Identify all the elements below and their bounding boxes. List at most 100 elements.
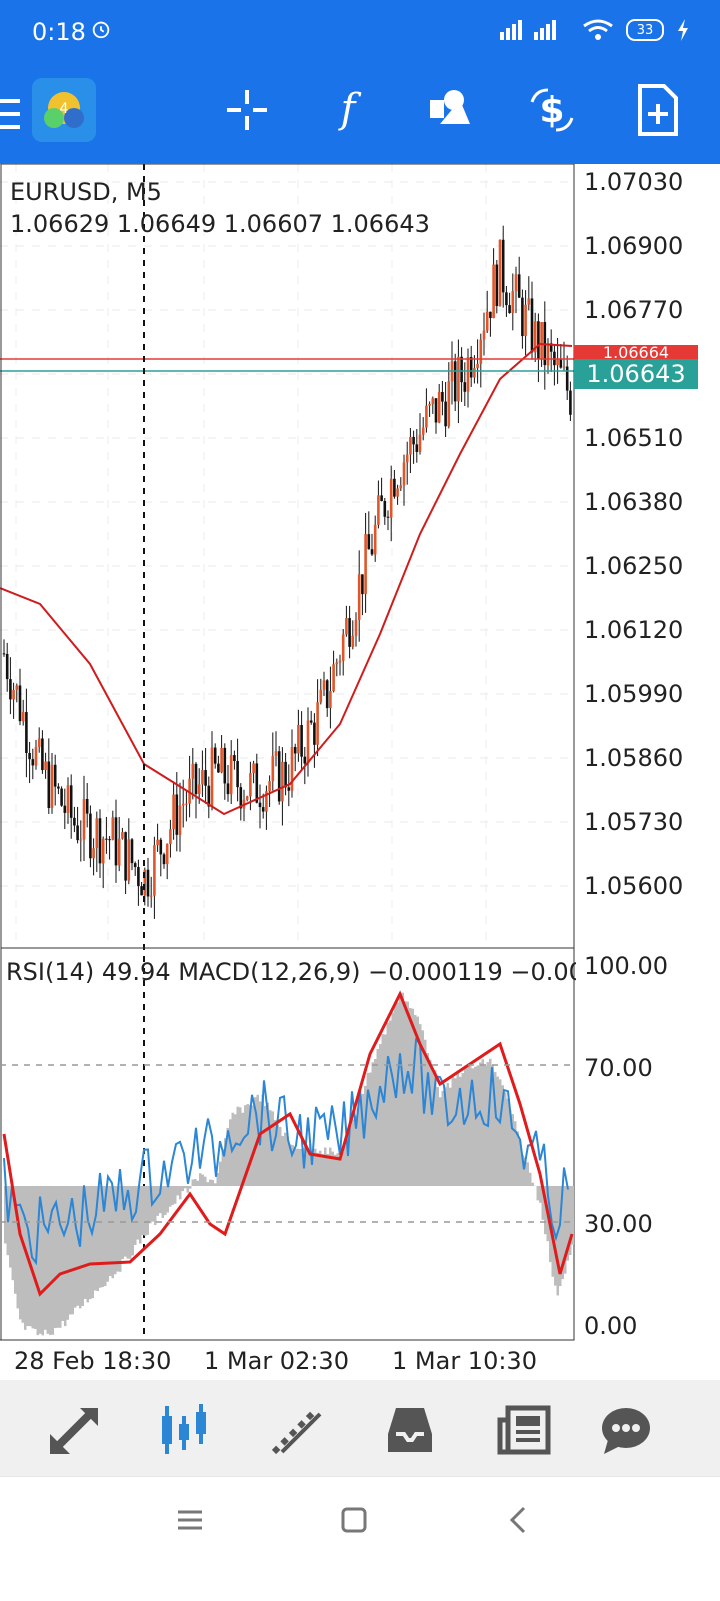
price-candles — [3, 226, 572, 919]
metatrader-logo[interactable]: 4 — [32, 78, 96, 142]
bid-price-label: 1.06643 — [574, 359, 698, 389]
macd-histogram — [4, 993, 574, 1336]
candle-body — [131, 839, 134, 863]
trade-icon[interactable]: $ — [520, 78, 584, 142]
histogram-bar — [454, 1078, 457, 1186]
candle-body — [201, 770, 204, 784]
menu-icon[interactable] — [0, 95, 22, 133]
time-axis-label: 1 Mar 10:30 — [392, 1347, 537, 1375]
histogram-bar — [234, 1114, 237, 1186]
histogram-bar — [79, 1186, 82, 1308]
candle-body — [409, 437, 412, 455]
candle-body — [364, 534, 367, 594]
histogram-bar — [164, 1186, 167, 1215]
histogram-bar — [399, 998, 402, 1186]
recent-apps-icon[interactable] — [160, 1500, 220, 1540]
histogram-bar — [209, 1180, 212, 1186]
candle-body — [246, 796, 249, 799]
histogram-bar — [147, 1186, 150, 1235]
histogram-bar — [67, 1186, 70, 1320]
signal-icon — [498, 18, 570, 42]
trade-icon[interactable] — [266, 1400, 326, 1460]
histogram-bar — [479, 1062, 482, 1186]
histogram-bar — [379, 1044, 382, 1186]
indicator-header: RSI(14) 49.94 MACD(12,26,9) −0.000119 −0… — [6, 958, 576, 986]
histogram-bar — [517, 1131, 520, 1186]
candle-body — [316, 702, 319, 745]
candle-body — [44, 762, 47, 771]
price-label: 1.06120 — [584, 616, 683, 644]
svg-text:f: f — [338, 86, 362, 132]
status-bar: 0:18 33 — [0, 0, 720, 68]
candle-body — [32, 759, 35, 765]
histogram-bar — [297, 1149, 300, 1186]
histogram-bar — [329, 1148, 332, 1186]
histogram-bar — [532, 1183, 535, 1186]
chart-symbol-title: EURUSD, M5 — [10, 178, 162, 206]
quotes-icon[interactable] — [44, 1400, 104, 1460]
rsi-level-label: 100.00 — [584, 952, 668, 980]
candle-body — [560, 359, 563, 368]
histogram-bar — [447, 1083, 450, 1186]
candle-body — [38, 738, 41, 746]
home-icon[interactable] — [324, 1500, 384, 1540]
candle-body — [28, 753, 31, 759]
histogram-bar — [389, 1021, 392, 1186]
histogram-bar — [119, 1186, 122, 1272]
svg-text:$: $ — [539, 90, 564, 131]
objects-icon[interactable] — [418, 78, 482, 142]
back-icon[interactable] — [488, 1500, 548, 1540]
candle-body — [448, 381, 451, 426]
histogram-bar — [139, 1186, 142, 1244]
candle-body — [428, 404, 431, 406]
candle-body — [22, 712, 25, 721]
candle-body — [25, 712, 28, 753]
candle-body — [76, 825, 79, 840]
candle-body — [252, 763, 255, 773]
history-icon[interactable] — [380, 1400, 440, 1460]
candle-body — [441, 392, 444, 402]
messages-icon[interactable] — [596, 1400, 656, 1460]
histogram-bar — [352, 1119, 355, 1186]
candle-body — [153, 845, 156, 896]
candle-body — [393, 479, 396, 497]
chart-icon[interactable] — [154, 1400, 214, 1460]
candle-body — [524, 305, 527, 336]
candle-body — [176, 795, 179, 835]
candle-body — [99, 818, 102, 863]
histogram-bar — [452, 1077, 455, 1186]
candle-body — [73, 818, 76, 826]
candle-body — [486, 312, 489, 331]
candle-body — [470, 357, 473, 377]
candle-body — [329, 691, 332, 708]
candle-body — [182, 804, 185, 806]
price-label: 1.06900 — [584, 232, 683, 260]
candle-body — [105, 839, 108, 840]
candle-body — [323, 680, 326, 690]
histogram-bar — [527, 1162, 530, 1186]
new-order-icon[interactable] — [624, 78, 688, 142]
rsi-level-label: 70.00 — [584, 1054, 653, 1082]
function-icon[interactable]: f — [316, 78, 380, 142]
news-icon[interactable] — [494, 1400, 554, 1460]
histogram-bar — [462, 1073, 465, 1186]
histogram-bar — [219, 1162, 222, 1186]
candle-body — [51, 765, 54, 808]
candle-body — [345, 618, 348, 634]
candle-body — [6, 654, 9, 679]
candle-body — [540, 322, 543, 359]
candle-body — [310, 721, 313, 723]
histogram-bar — [167, 1186, 170, 1213]
candle-body — [204, 770, 207, 786]
candle-body — [172, 795, 175, 830]
histogram-bar — [409, 1008, 412, 1186]
candle-body — [128, 839, 131, 880]
crosshair-icon[interactable] — [215, 78, 279, 142]
histogram-bar — [169, 1186, 172, 1207]
histogram-bar — [282, 1136, 285, 1186]
candle-body — [211, 748, 214, 807]
candle-body — [457, 357, 460, 402]
price-label: 1.06250 — [584, 552, 683, 580]
price-label: 1.05860 — [584, 744, 683, 772]
candle-body — [307, 721, 310, 764]
